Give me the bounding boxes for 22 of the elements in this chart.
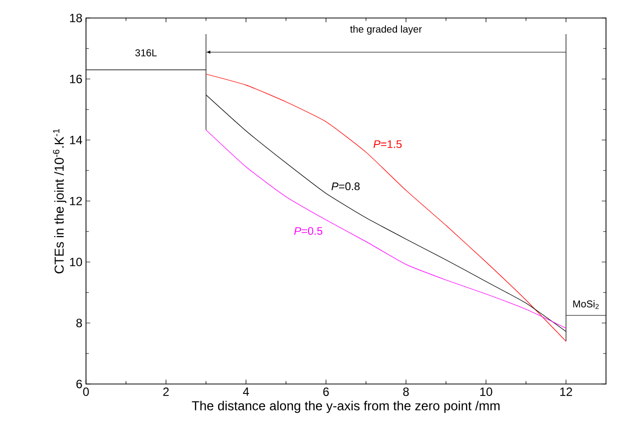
annotation: MoSi$_{2}$: [573, 300, 599, 309]
y-tick-label: 6: [76, 380, 82, 388]
y-tick-label: 14: [70, 136, 82, 144]
x-tick-label: 0: [83, 388, 89, 396]
x-tick-label: 4: [242, 388, 249, 396]
x-tick-label: 10: [480, 388, 492, 396]
y-tick-label: 18: [70, 14, 82, 22]
y-tick-label: 16: [70, 74, 82, 84]
x-tick-label: 6: [323, 388, 329, 396]
x-tick-label: 12: [560, 388, 572, 396]
x-tick-label: 8: [403, 388, 409, 396]
series-label: P=1.5: [374, 140, 402, 148]
y-axis-title: CTEs in the joint /10$^{-6}$.K$^{-1}$: [52, 128, 66, 274]
annotation: the graded layer: [350, 25, 422, 35]
x-axis-title: The distance along the y-axis from the zero point /mm: [192, 400, 500, 413]
annotation: 316L: [135, 49, 157, 56]
series-label: P=0.5: [294, 227, 322, 235]
y-tick-label: 12: [70, 196, 82, 206]
x-tick-label: 2: [163, 388, 169, 396]
series-label: P=0.8: [332, 182, 360, 190]
y-tick-label: 10: [70, 258, 82, 266]
y-tick-label: 8: [76, 318, 82, 328]
